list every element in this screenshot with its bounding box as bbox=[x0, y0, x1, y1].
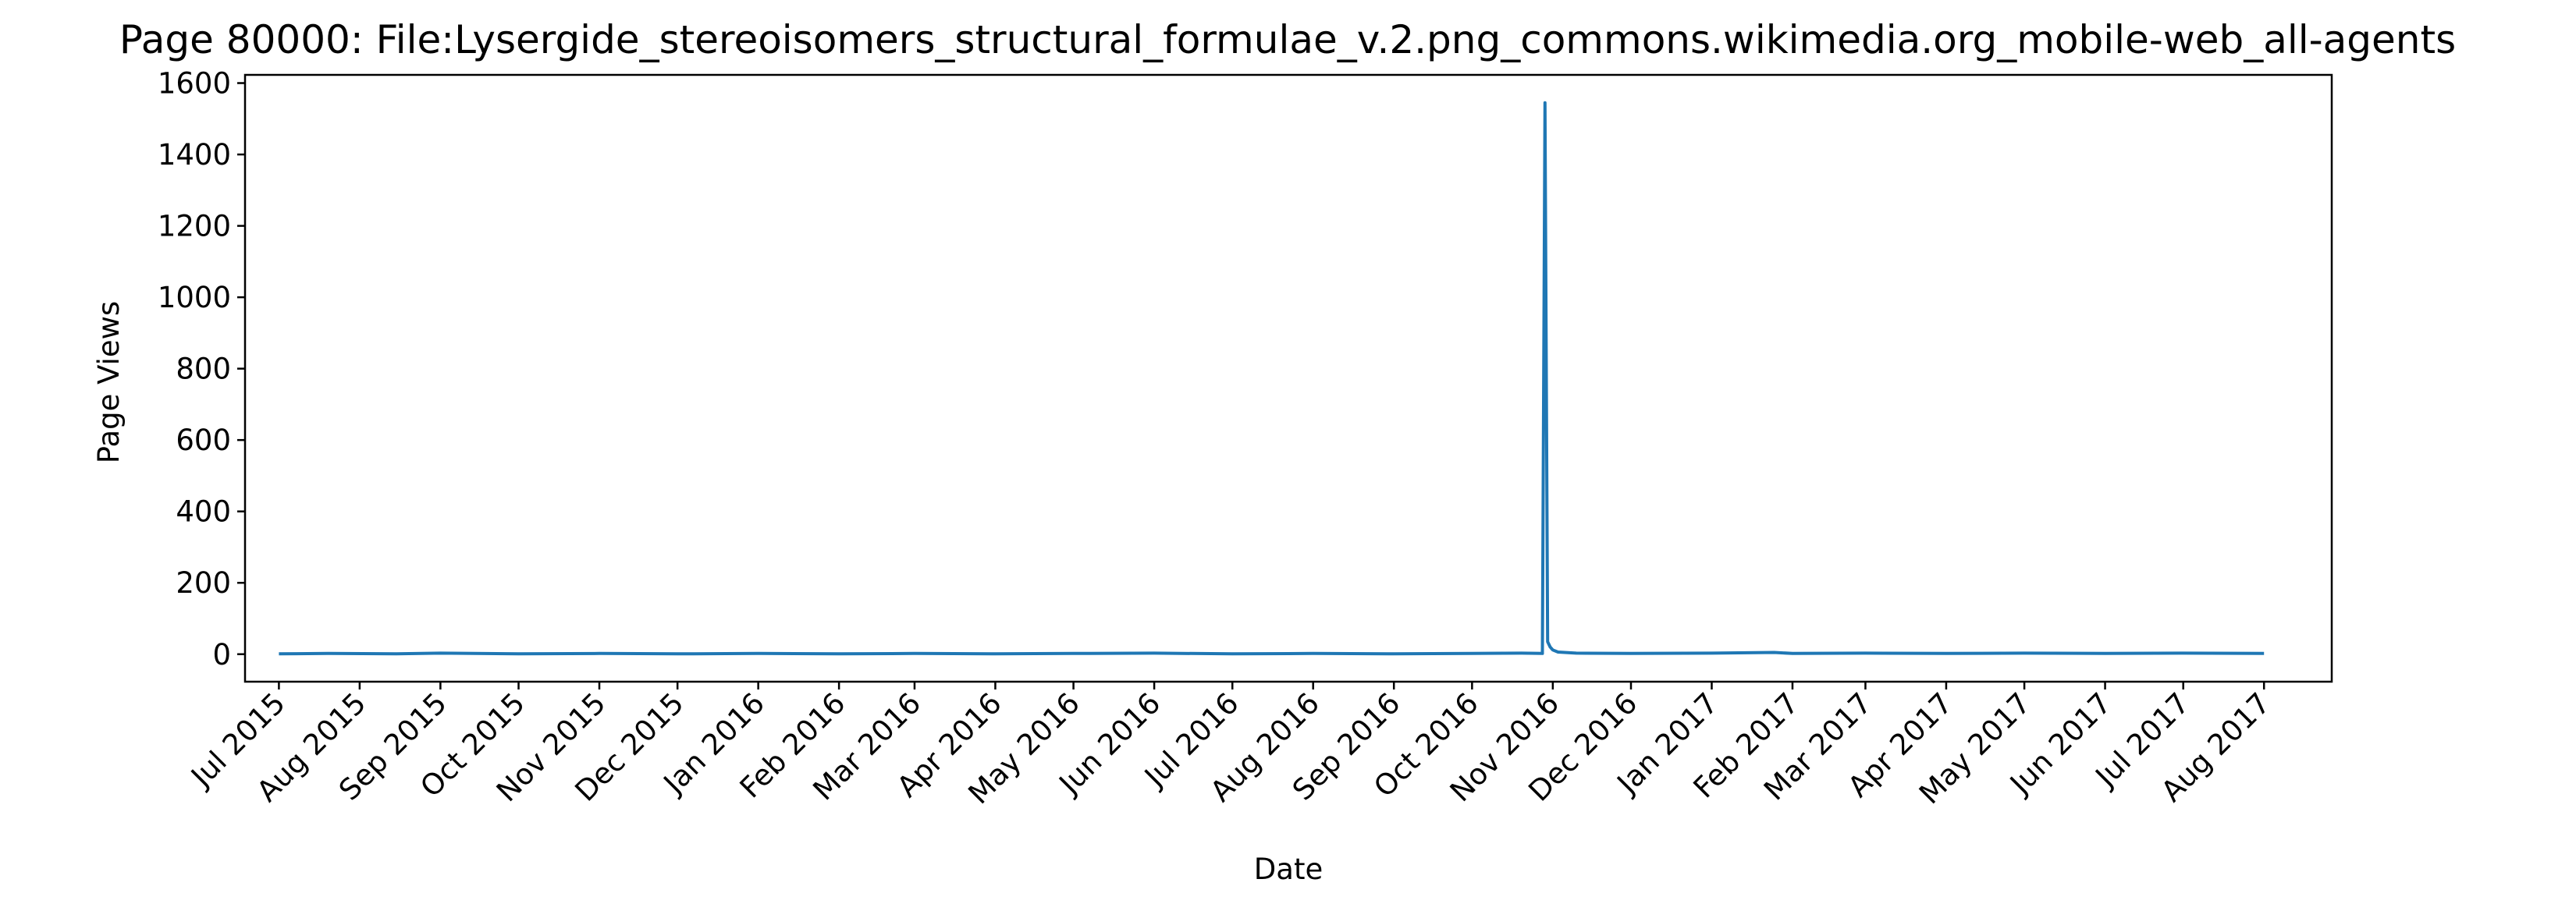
y-tick-label: 800 bbox=[176, 353, 231, 386]
y-tick-label: 400 bbox=[176, 495, 231, 529]
y-tick-label: 1600 bbox=[158, 67, 231, 101]
y-tick-label: 600 bbox=[176, 424, 231, 457]
y-tick-label: 1200 bbox=[158, 210, 231, 243]
y-tick-label: 1400 bbox=[158, 138, 231, 172]
y-tick-label: 1000 bbox=[158, 281, 231, 314]
y-tick-label: 0 bbox=[212, 638, 231, 672]
y-axis-label: Page Views bbox=[92, 301, 126, 463]
series-line bbox=[279, 101, 2265, 656]
y-tick-label: 200 bbox=[176, 566, 231, 600]
x-axis-label: Date bbox=[1254, 853, 1323, 886]
chart-title: Page 80000: File:Lysergide_stereoisomers… bbox=[119, 17, 2456, 62]
axes-frame bbox=[243, 73, 2333, 683]
